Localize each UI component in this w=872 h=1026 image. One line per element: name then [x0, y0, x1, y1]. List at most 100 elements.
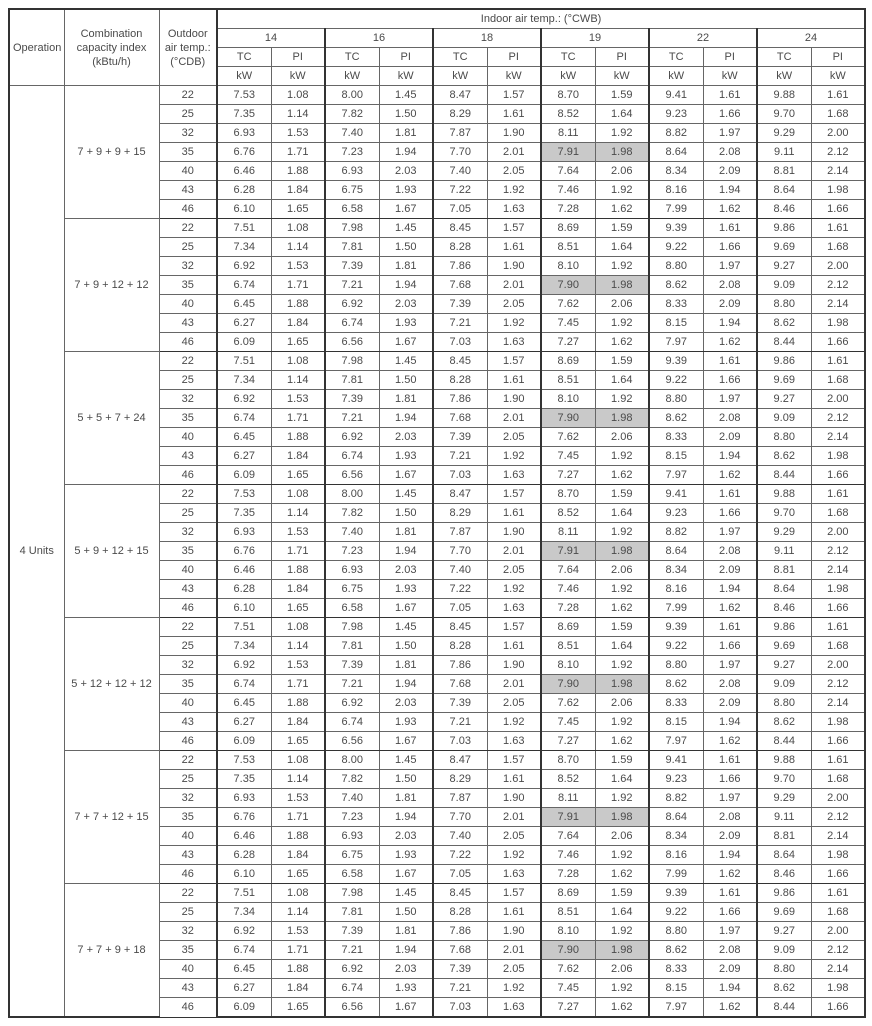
hdr-combo-l2: capacity index: [77, 42, 147, 54]
value-cell: 8.82: [649, 124, 703, 143]
value-cell: 8.46: [757, 865, 811, 884]
value-cell: 1.62: [595, 200, 649, 219]
value-cell: 1.61: [811, 485, 865, 504]
hdr-kw: kW: [703, 67, 757, 86]
value-cell: 1.45: [379, 485, 433, 504]
value-cell: 1.92: [487, 181, 541, 200]
value-cell: 9.27: [757, 656, 811, 675]
value-cell: 7.03: [433, 732, 487, 751]
hdr-kw: kW: [271, 67, 325, 86]
value-cell: 8.34: [649, 561, 703, 580]
value-cell: 1.97: [703, 789, 757, 808]
value-cell: 8.62: [757, 447, 811, 466]
value-cell: 9.11: [757, 808, 811, 827]
hdr-combo: Combination capacity index (kBtu/h): [64, 9, 159, 86]
value-cell: 9.29: [757, 789, 811, 808]
value-cell: 1.65: [271, 998, 325, 1018]
value-cell: 6.28: [217, 846, 271, 865]
value-cell: 1.98: [595, 276, 649, 295]
value-cell: 8.45: [433, 884, 487, 903]
value-cell: 6.09: [217, 466, 271, 485]
value-cell: 8.33: [649, 295, 703, 314]
value-cell: 8.29: [433, 504, 487, 523]
value-cell: 7.39: [325, 390, 379, 409]
value-cell: 2.14: [811, 428, 865, 447]
value-cell: 1.63: [487, 200, 541, 219]
value-cell: 1.90: [487, 257, 541, 276]
value-cell: 7.45: [541, 447, 595, 466]
value-cell: 1.59: [595, 219, 649, 238]
value-cell: 6.58: [325, 865, 379, 884]
value-cell: 7.87: [433, 124, 487, 143]
value-cell: 1.90: [487, 390, 541, 409]
value-cell: 7.98: [325, 884, 379, 903]
value-cell: 2.05: [487, 295, 541, 314]
value-cell: 1.66: [703, 105, 757, 124]
value-cell: 6.74: [325, 713, 379, 732]
table-header: Operation Combination capacity index (kB…: [9, 9, 865, 86]
value-cell: 9.23: [649, 504, 703, 523]
hdr-pi: PI: [379, 48, 433, 67]
value-cell: 7.39: [433, 428, 487, 447]
value-cell: 6.56: [325, 333, 379, 352]
table-row: 7 + 7 + 12 + 15227.531.088.001.458.471.5…: [9, 751, 865, 770]
value-cell: 7.40: [433, 162, 487, 181]
value-cell: 1.45: [379, 751, 433, 770]
value-cell: 1.08: [271, 884, 325, 903]
value-cell: 1.68: [811, 770, 865, 789]
value-cell: 7.68: [433, 675, 487, 694]
hdr-outdoor: Outdoor air temp.: (°CDB): [159, 9, 217, 86]
value-cell: 1.53: [271, 124, 325, 143]
value-cell: 1.94: [703, 580, 757, 599]
combo-cell: 7 + 9 + 9 + 15: [64, 86, 159, 219]
value-cell: 7.64: [541, 561, 595, 580]
value-cell: 1.65: [271, 732, 325, 751]
value-cell: 6.92: [325, 428, 379, 447]
value-cell: 1.53: [271, 789, 325, 808]
value-cell: 1.08: [271, 618, 325, 637]
hdr-temp: 14: [217, 29, 325, 48]
value-cell: 1.65: [271, 865, 325, 884]
value-cell: 1.92: [595, 979, 649, 998]
value-cell: 1.62: [703, 333, 757, 352]
outdoor-temp-cell: 25: [159, 371, 217, 390]
combo-cell: 5 + 12 + 12 + 12: [64, 618, 159, 751]
value-cell: 1.97: [703, 390, 757, 409]
value-cell: 1.08: [271, 485, 325, 504]
value-cell: 8.80: [757, 295, 811, 314]
value-cell: 1.68: [811, 371, 865, 390]
value-cell: 8.00: [325, 751, 379, 770]
value-cell: 7.23: [325, 808, 379, 827]
value-cell: 8.81: [757, 561, 811, 580]
value-cell: 7.51: [217, 884, 271, 903]
value-cell: 1.08: [271, 751, 325, 770]
value-cell: 2.08: [703, 409, 757, 428]
value-cell: 8.80: [649, 656, 703, 675]
value-cell: 1.97: [703, 257, 757, 276]
value-cell: 8.82: [649, 523, 703, 542]
table-row: 4 Units7 + 9 + 9 + 15227.531.088.001.458…: [9, 86, 865, 105]
outdoor-temp-cell: 35: [159, 143, 217, 162]
value-cell: 2.12: [811, 941, 865, 960]
value-cell: 9.27: [757, 390, 811, 409]
outdoor-temp-cell: 25: [159, 770, 217, 789]
value-cell: 7.53: [217, 86, 271, 105]
value-cell: 1.53: [271, 523, 325, 542]
value-cell: 1.14: [271, 770, 325, 789]
value-cell: 7.53: [217, 485, 271, 504]
value-cell: 9.09: [757, 276, 811, 295]
value-cell: 7.97: [649, 466, 703, 485]
value-cell: 6.76: [217, 808, 271, 827]
value-cell: 1.93: [379, 447, 433, 466]
value-cell: 1.08: [271, 219, 325, 238]
value-cell: 1.67: [379, 998, 433, 1018]
outdoor-temp-cell: 40: [159, 561, 217, 580]
outdoor-temp-cell: 46: [159, 865, 217, 884]
value-cell: 1.93: [379, 713, 433, 732]
value-cell: 7.21: [325, 409, 379, 428]
value-cell: 1.94: [379, 542, 433, 561]
value-cell: 1.59: [595, 485, 649, 504]
value-cell: 7.05: [433, 200, 487, 219]
value-cell: 8.46: [757, 599, 811, 618]
value-cell: 1.62: [595, 466, 649, 485]
